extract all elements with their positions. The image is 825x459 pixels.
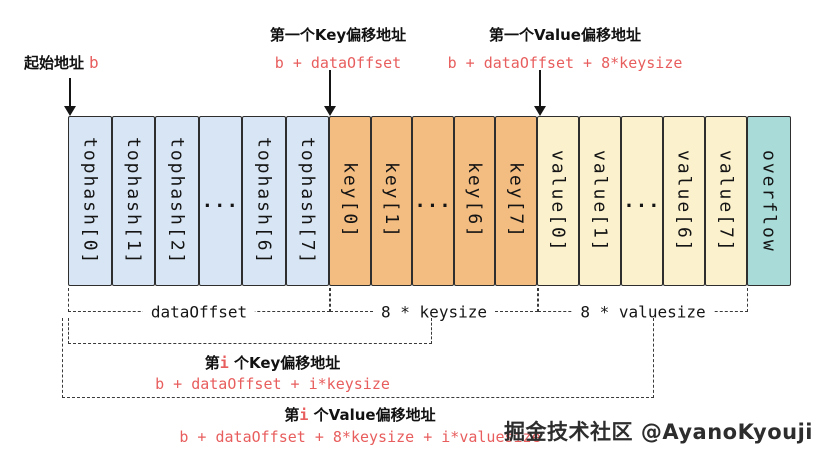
ith-key-bracket bbox=[68, 318, 432, 344]
cell-label: tophash[2] bbox=[166, 136, 188, 266]
tophash-cell-2: tophash[2] bbox=[155, 116, 199, 286]
cell-label: key[1] bbox=[380, 162, 402, 240]
tophash-cell-1: tophash[1] bbox=[111, 116, 155, 286]
first-value-offset-title: 第一个Value偏移地址 bbox=[489, 26, 641, 44]
ith-value-offset-title: 第i 个Value偏移地址 bbox=[110, 404, 610, 425]
ith-key-i: i bbox=[219, 354, 229, 372]
cell-label: tophash[0] bbox=[79, 136, 101, 266]
cell-label: tophash[7] bbox=[296, 136, 318, 266]
ith-value-i: i bbox=[299, 406, 309, 424]
watermark: 掘金技术社区 @AyanoKyouji bbox=[504, 420, 813, 444]
value-cell-7: value[7] bbox=[704, 116, 747, 286]
start-address-label: 起始地址 bbox=[24, 54, 85, 72]
first-key-arrow-icon bbox=[324, 70, 336, 116]
first-key-offset-formula: b + dataOffset bbox=[274, 54, 402, 72]
cell-label: key[0] bbox=[339, 162, 361, 240]
keysize-measure-label: 8 * keysize bbox=[373, 302, 495, 322]
ellipsis-label: ... bbox=[414, 190, 452, 212]
keysize-bracket: 8 * keysize bbox=[330, 288, 538, 322]
start-address-annotation: 起始地址 b bbox=[24, 52, 99, 73]
valuesize-measure-label: 8 * valuesize bbox=[572, 302, 714, 322]
ith-key-offset-formula: b + dataOffset + i*keysize bbox=[155, 375, 390, 393]
tophash-cell-7: tophash[7] bbox=[285, 116, 329, 286]
cell-label: tophash[6] bbox=[253, 136, 275, 266]
ith-key-prefix: 第 bbox=[204, 354, 220, 372]
first-value-offset-annotation: 第一个Value偏移地址 b + dataOffset + 8*keysize bbox=[425, 24, 705, 72]
ith-value-prefix: 第 bbox=[284, 406, 300, 424]
cell-label: value[6] bbox=[673, 149, 695, 253]
ellipsis-label: ... bbox=[623, 190, 661, 212]
ith-key-offset-title: 第i 个Key偏移地址 bbox=[95, 352, 450, 373]
value-cell-1: value[1] bbox=[578, 116, 621, 286]
cell-label: key[7] bbox=[505, 162, 527, 240]
first-key-offset-title: 第一个Key偏移地址 bbox=[269, 26, 407, 44]
cell-label: overflow bbox=[758, 149, 780, 253]
tophash-cell-0: tophash[0] bbox=[68, 116, 112, 286]
key-cell-6: key[6] bbox=[453, 116, 496, 286]
arrow-shaft bbox=[328, 70, 332, 106]
valuesize-bracket: 8 * valuesize bbox=[538, 288, 748, 322]
value-cell-6: value[6] bbox=[662, 116, 705, 286]
dataoffset-bracket: dataOffset bbox=[68, 288, 330, 322]
arrow-shaft bbox=[68, 78, 72, 106]
first-value-arrow-icon bbox=[534, 70, 546, 116]
ith-key-suffix: 个Key偏移地址 bbox=[228, 354, 341, 372]
key-cell-7: key[7] bbox=[495, 116, 537, 286]
ith-value-suffix: 个Value偏移地址 bbox=[308, 406, 436, 424]
tophash-cell-6: tophash[6] bbox=[242, 116, 286, 286]
arrow-shaft bbox=[538, 70, 542, 106]
ith-value-bracket bbox=[62, 318, 654, 398]
key-cell-1: key[1] bbox=[370, 116, 413, 286]
first-value-offset-formula: b + dataOffset + 8*keysize bbox=[447, 54, 683, 72]
value-cell-ellipsis: ... bbox=[620, 116, 663, 286]
key-cell-0: key[0] bbox=[329, 116, 371, 286]
value-cell-0: value[0] bbox=[536, 116, 579, 286]
arrow-head bbox=[534, 106, 546, 116]
ith-value-offset-formula: b + dataOffset + 8*keysize + i*valuesize bbox=[179, 428, 541, 446]
dataoffset-measure-label: dataOffset bbox=[142, 302, 256, 322]
arrow-head bbox=[324, 106, 336, 116]
key-cell-ellipsis: ... bbox=[412, 116, 454, 286]
overflow-cell: overflow bbox=[746, 116, 791, 286]
start-address-arrow-icon bbox=[64, 78, 76, 116]
start-address-var: b bbox=[89, 53, 99, 72]
cell-label: value[0] bbox=[547, 149, 569, 253]
cell-label: value[7] bbox=[715, 149, 737, 253]
arrow-head bbox=[64, 106, 76, 116]
bucket-memory-layout: tophash[0] tophash[1] tophash[2] ... top… bbox=[68, 116, 791, 286]
cell-label: value[1] bbox=[589, 149, 611, 253]
ellipsis-label: ... bbox=[201, 190, 239, 212]
tophash-cell-ellipsis: ... bbox=[198, 116, 242, 286]
cell-label: tophash[1] bbox=[122, 136, 144, 266]
cell-label: key[6] bbox=[464, 162, 486, 240]
first-key-offset-annotation: 第一个Key偏移地址 b + dataOffset bbox=[238, 24, 438, 72]
